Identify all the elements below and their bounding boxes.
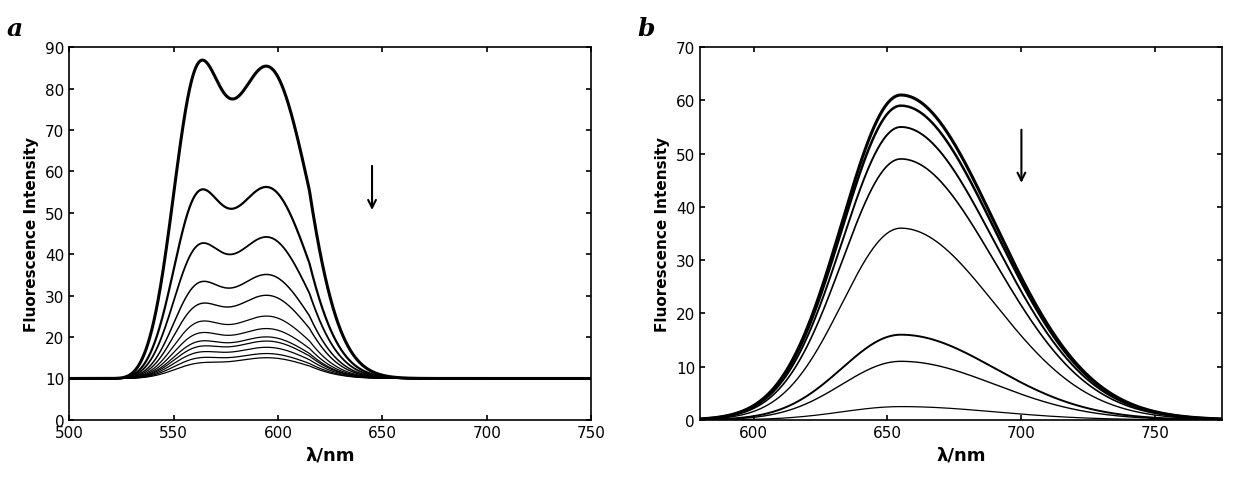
Text: b: b xyxy=(637,17,654,40)
Y-axis label: Fluorescence Intensity: Fluorescence Intensity xyxy=(655,137,670,331)
Text: a: a xyxy=(6,17,22,40)
X-axis label: λ/nm: λ/nm xyxy=(306,445,356,463)
Y-axis label: Fluorescence Intensity: Fluorescence Intensity xyxy=(25,137,40,331)
X-axis label: λ/nm: λ/nm xyxy=(937,445,986,463)
